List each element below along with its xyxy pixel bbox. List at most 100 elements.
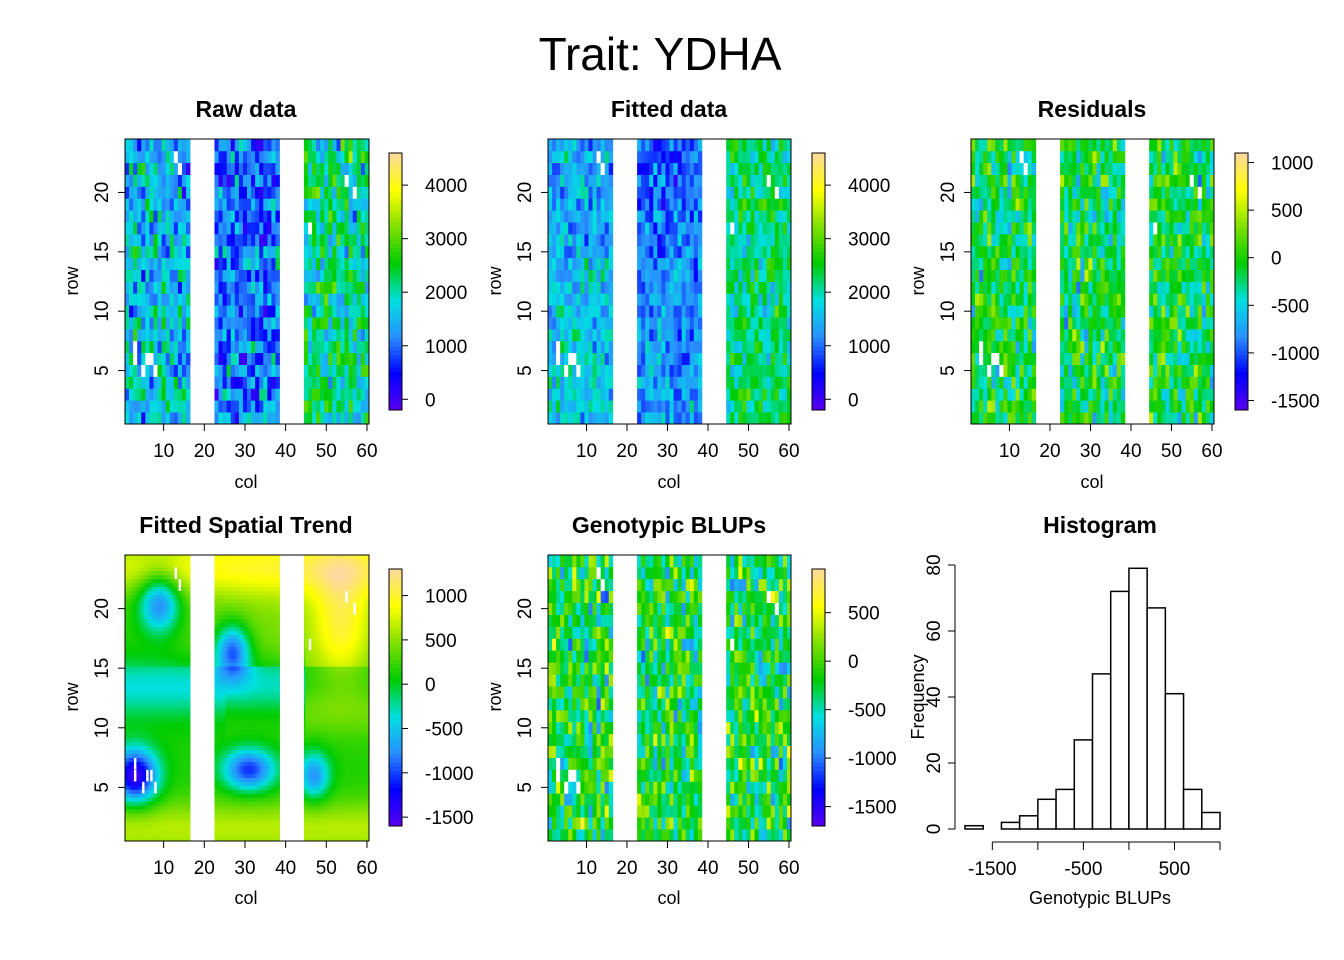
heat-cell xyxy=(774,139,780,152)
heat-cell xyxy=(653,400,658,413)
heat-cell xyxy=(592,139,597,152)
heat-cell xyxy=(653,317,658,330)
heat-cell xyxy=(1120,245,1126,259)
heat-cell xyxy=(127,833,130,838)
heat-cell xyxy=(1104,376,1110,389)
heat-cell xyxy=(340,162,345,175)
heat-cell xyxy=(161,352,167,365)
heat-cell xyxy=(139,717,142,723)
heat-cell xyxy=(762,317,768,330)
heat-cell xyxy=(1177,139,1182,152)
heat-cell xyxy=(975,293,980,306)
heat-cell xyxy=(303,412,309,425)
heat-cell xyxy=(125,698,127,703)
heat-cell xyxy=(149,150,154,164)
heat-cell xyxy=(657,293,662,306)
heat-cell xyxy=(238,281,244,294)
heat-cell xyxy=(1015,340,1020,354)
heat-cell xyxy=(730,150,735,164)
heat-cell xyxy=(137,412,142,425)
heat-cell xyxy=(143,785,146,790)
heat-cell xyxy=(681,139,687,152)
heat-cell xyxy=(308,245,313,259)
colorbar-segment xyxy=(1235,285,1248,291)
heat-cell xyxy=(238,293,244,306)
heat-cell xyxy=(1157,150,1162,164)
heat-cell xyxy=(127,701,130,707)
heat-cell xyxy=(689,305,695,318)
heat-cell xyxy=(746,317,751,330)
heat-cell xyxy=(130,805,133,810)
heat-cell xyxy=(127,638,130,643)
heat-cell xyxy=(127,725,130,731)
heat-cell xyxy=(604,210,610,223)
heat-cell xyxy=(1015,245,1020,259)
heat-cell xyxy=(129,837,131,842)
colorbar-segment xyxy=(812,341,825,347)
heat-cell xyxy=(746,198,751,211)
heat-cell xyxy=(360,198,366,211)
heat-cell xyxy=(673,210,678,223)
colorbar-segment xyxy=(812,362,825,368)
x-tick-label: 60 xyxy=(1201,441,1222,462)
heat-cell xyxy=(137,773,139,778)
heat-cell xyxy=(135,622,138,627)
x-tick-label: 10 xyxy=(576,441,597,462)
heat-cell xyxy=(1165,376,1170,389)
heat-cell xyxy=(149,269,154,282)
heat-cell xyxy=(138,733,141,739)
heat-cell xyxy=(1007,210,1012,223)
heat-cell xyxy=(572,412,577,425)
heat-cell xyxy=(637,139,642,152)
heat-cell xyxy=(222,222,228,235)
heat-cell xyxy=(1112,388,1118,401)
heat-cell xyxy=(238,340,244,354)
heat-cell xyxy=(580,210,585,223)
heat-cell xyxy=(975,269,980,282)
heat-cell xyxy=(999,257,1004,270)
heat-cell xyxy=(336,340,341,354)
heat-cell xyxy=(142,709,145,715)
heat-cell xyxy=(181,305,187,318)
heat-cell xyxy=(999,412,1004,425)
heat-cell xyxy=(131,773,134,778)
heat-cell xyxy=(1112,150,1118,164)
heat-cell xyxy=(1165,305,1170,318)
heat-cell xyxy=(742,198,747,211)
heat-cell xyxy=(1108,269,1114,282)
heat-cell xyxy=(971,281,976,294)
heat-cell xyxy=(127,773,130,778)
heat-cell xyxy=(1076,162,1081,175)
heat-cell xyxy=(133,789,135,794)
heat-cell xyxy=(134,650,137,655)
heat-cell xyxy=(1165,222,1170,235)
heat-cell xyxy=(1027,364,1033,377)
heat-cell xyxy=(1019,139,1024,152)
heat-cell xyxy=(230,281,236,294)
heat-cell xyxy=(1023,388,1029,401)
heat-cell xyxy=(1088,139,1093,152)
heat-cell xyxy=(1185,412,1191,425)
heat-cell xyxy=(746,139,751,152)
heat-cell xyxy=(770,376,776,389)
heat-cell xyxy=(135,654,138,659)
heat-cell xyxy=(251,400,256,413)
heat-cell xyxy=(137,670,139,675)
heat-cell xyxy=(137,717,139,723)
heat-cell xyxy=(774,305,780,318)
heat-cell xyxy=(1060,340,1065,354)
heat-cell xyxy=(139,709,142,715)
heat-cell xyxy=(134,721,137,727)
fitted-data-panel: Fitted data col row 10 20 30 40 50 6051015200… xyxy=(485,96,890,492)
heat-cell xyxy=(134,626,137,631)
colorbar-segment xyxy=(389,170,402,175)
heat-cell xyxy=(1060,186,1065,199)
heat-cell xyxy=(251,293,256,306)
heat-cell xyxy=(138,586,141,592)
heat-cell xyxy=(133,725,135,731)
heat-cell xyxy=(142,797,145,802)
heat-cell xyxy=(975,162,980,175)
heat-cell xyxy=(173,305,179,318)
heat-cell xyxy=(130,558,133,564)
heat-cell xyxy=(1015,293,1020,306)
